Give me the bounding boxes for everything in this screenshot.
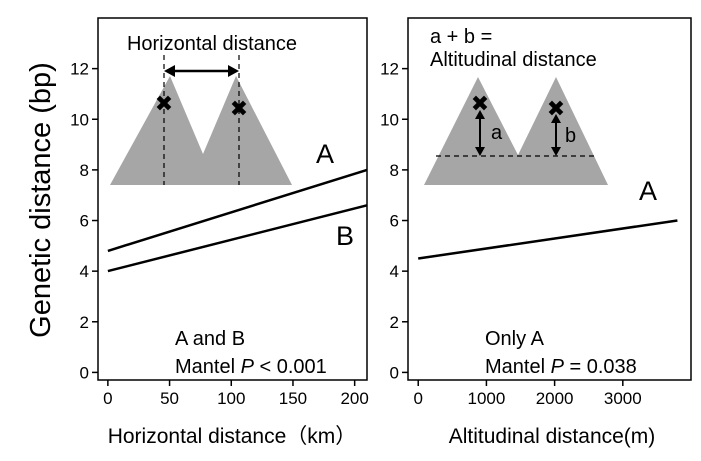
cross-marker-icon: ✖: [230, 96, 248, 121]
arrow-b-head-up: [551, 114, 561, 123]
cross-marker-icon: ✖: [547, 96, 565, 121]
regression-line-a: [107, 168, 368, 253]
right-series-layer: A: [418, 176, 678, 260]
y-tick-label: 6: [80, 212, 89, 231]
x-tick-label: 150: [279, 389, 307, 408]
x-tick-label: 200: [340, 389, 368, 408]
mountain-shape: [110, 76, 292, 185]
x-tick-label: 1000: [468, 389, 506, 408]
right-x-ticks: 0 1000 2000 3000: [413, 380, 642, 408]
series-label-b: B: [336, 221, 354, 251]
right-y-ticks: 0 2 4 6 8 10 12: [380, 60, 408, 382]
right-annotation-line1: Only A: [485, 328, 545, 350]
left-annotation-line2: Mantel P < 0.001: [175, 356, 327, 378]
right-plot-frame: [407, 17, 692, 381]
y-tick-label: 8: [80, 161, 89, 180]
y-axis-label: Genetic distance (bp): [25, 62, 57, 338]
arrow-a-head-up: [475, 110, 485, 119]
arrow-a-head-down: [475, 147, 485, 156]
left-inset-mountains: ✖ ✖ Horizontal distance: [110, 33, 297, 185]
left-x-axis-label: Horizontal distance（km）: [108, 425, 357, 448]
x-tick-label: 2000: [536, 389, 574, 408]
y-tick-label: 8: [390, 161, 399, 180]
regression-line-b: [107, 204, 368, 273]
series-label-a: A: [316, 139, 334, 169]
mountain-shape: [424, 77, 608, 185]
mantel-label: Mantel: [175, 356, 241, 378]
left-x-ticks: 0 50 100 150 200: [103, 380, 369, 408]
mantel-label: Mantel: [485, 356, 551, 378]
y-tick-label: 0: [390, 363, 399, 382]
arrow-head-right: [228, 65, 239, 77]
right-chart-panel: ✖ ✖ a b a + b = Altitudinal distance A 0…: [380, 17, 692, 448]
y-tick-label: 4: [80, 262, 89, 281]
x-tick-label: 0: [103, 389, 112, 408]
right-inset-mountains: ✖ ✖ a b a + b = Altitudinal distance: [424, 26, 608, 185]
regression-line-a: [418, 219, 678, 260]
inset-title-horizontal-distance: Horizontal distance: [127, 33, 297, 55]
right-x-axis-label: Altitudinal distance(m): [449, 425, 656, 448]
y-tick-label: 10: [70, 110, 89, 129]
y-tick-label: 12: [380, 60, 399, 79]
left-annotation-line1: A and B: [175, 328, 245, 350]
x-tick-label: 50: [160, 389, 179, 408]
label-a: a: [491, 122, 503, 144]
arrow-head-left: [164, 65, 175, 77]
y-tick-label: 0: [80, 363, 89, 382]
y-tick-label: 2: [390, 313, 399, 332]
cross-marker-icon: ✖: [155, 91, 173, 116]
p-value: = 0.038: [564, 356, 637, 378]
label-b: b: [565, 125, 576, 147]
p-symbol: P: [241, 356, 255, 378]
p-symbol: P: [551, 356, 565, 378]
left-series-layer: AB: [107, 139, 368, 273]
y-tick-label: 10: [380, 110, 399, 129]
x-tick-label: 0: [413, 389, 422, 408]
x-tick-label: 100: [217, 389, 245, 408]
inset-title-line2: Altitudinal distance: [430, 49, 597, 71]
y-tick-label: 6: [390, 212, 399, 231]
x-tick-label: 3000: [604, 389, 642, 408]
y-tick-label: 2: [80, 313, 89, 332]
inset-title-line1: a + b =: [430, 26, 492, 48]
y-tick-label: 4: [390, 262, 399, 281]
left-y-ticks: 0 2 4 6 8 10 12: [70, 60, 98, 382]
cross-marker-icon: ✖: [471, 91, 489, 116]
p-value: < 0.001: [254, 356, 327, 378]
left-plot-frame: [97, 17, 368, 381]
right-annotation-line2: Mantel P = 0.038: [485, 356, 637, 378]
y-tick-label: 12: [70, 60, 89, 79]
series-label-a: A: [639, 176, 657, 206]
arrow-b-head-down: [551, 147, 561, 156]
